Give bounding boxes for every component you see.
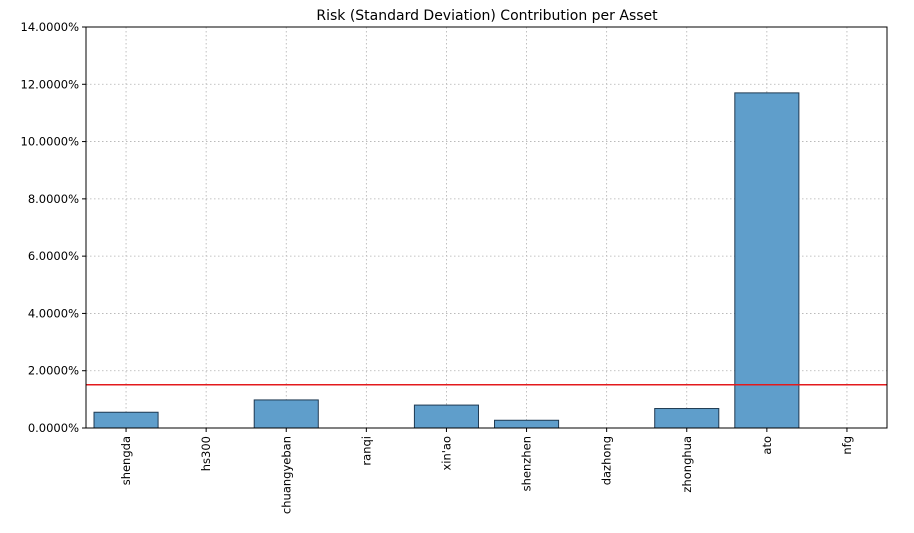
x-tick-label: ato xyxy=(760,436,774,455)
x-tick-label: nfg xyxy=(840,436,854,455)
x-tick-label: xin'ao xyxy=(439,436,453,471)
y-tick-label: 2.0000% xyxy=(28,364,79,378)
y-tick-label: 0.0000% xyxy=(28,421,79,435)
y-axis: 0.0000% 2.0000% 4.0000% 6.0000% 8.0000% 10.00… xyxy=(21,20,86,435)
y-tick-label: 14.0000% xyxy=(21,20,80,34)
plot-frame xyxy=(85,26,888,429)
y-tick-label: 8.0000% xyxy=(28,192,79,206)
x-axis: shengda hs300 chuangyeban ranqi xin'ao shenzh… xyxy=(119,428,854,514)
y-tick-label: 10.0000% xyxy=(21,135,80,149)
bar-ato xyxy=(734,92,800,429)
bar-chuangyeban xyxy=(253,399,319,429)
x-tick-label: zhonghua xyxy=(680,436,694,493)
bar-zhonghua xyxy=(654,408,720,429)
x-tick-label: ranqi xyxy=(359,436,373,466)
bars xyxy=(93,92,800,429)
x-tick-label: shenzhen xyxy=(520,436,534,491)
y-tick-label: 4.0000% xyxy=(28,306,79,320)
y-tick-label: 6.0000% xyxy=(28,249,79,263)
x-tick-label: hs300 xyxy=(199,436,213,471)
bar-shengda xyxy=(93,411,159,429)
bar-xinao xyxy=(413,404,479,429)
y-tick-label: 12.0000% xyxy=(21,77,80,91)
chart-title: Risk (Standard Deviation) Contribution p… xyxy=(316,8,658,24)
x-tick-label: chuangyeban xyxy=(279,436,293,514)
x-tick-label: shengda xyxy=(119,436,133,485)
x-tick-label: dazhong xyxy=(600,436,614,485)
bar-shenzhen xyxy=(494,419,560,429)
